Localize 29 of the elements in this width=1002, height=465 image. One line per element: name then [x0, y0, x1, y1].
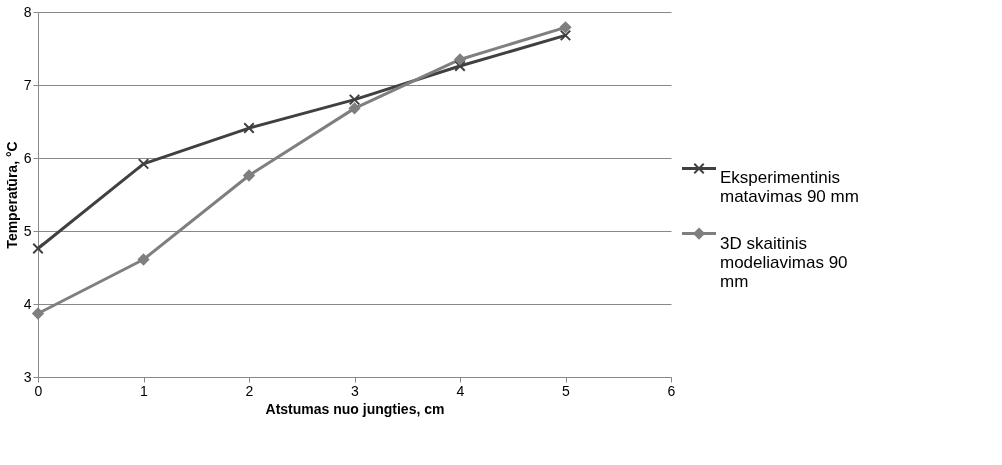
point [137, 158, 150, 170]
y-tick-label: 8 [23, 3, 32, 20]
point [559, 21, 572, 34]
y-tick-label: 3 [23, 368, 32, 385]
point [348, 93, 361, 106]
point [32, 242, 44, 255]
point [454, 60, 466, 72]
x-axis-title: Atstumas nuo jungties, cm [265, 400, 445, 417]
y-tick-label: 4 [23, 295, 32, 312]
point [559, 29, 572, 42]
x-tick-label: 5 [562, 382, 571, 399]
x-tick-label: 3 [351, 382, 360, 399]
point [348, 102, 361, 115]
y-axis-title: Temperatūra, °C [3, 141, 20, 249]
x-tick-label: 6 [667, 382, 676, 399]
legend-label: 3D skaitinis modeliavimas 90 mm [720, 233, 848, 291]
point [243, 122, 255, 134]
point [454, 53, 466, 66]
x-tick-label: 1 [140, 382, 149, 399]
x-tick-label: 4 [456, 382, 465, 399]
x-tick-label: 0 [34, 382, 43, 399]
y-tick-label: 5 [23, 222, 32, 239]
point [32, 307, 44, 320]
legend-label: Eksperimentinis matavimas 90 mm [720, 168, 859, 207]
y-tick-label: 7 [23, 76, 32, 93]
y-tick-label: 6 [23, 149, 32, 166]
x-tick-label: 2 [245, 382, 254, 399]
point [243, 169, 255, 182]
point [137, 253, 150, 266]
